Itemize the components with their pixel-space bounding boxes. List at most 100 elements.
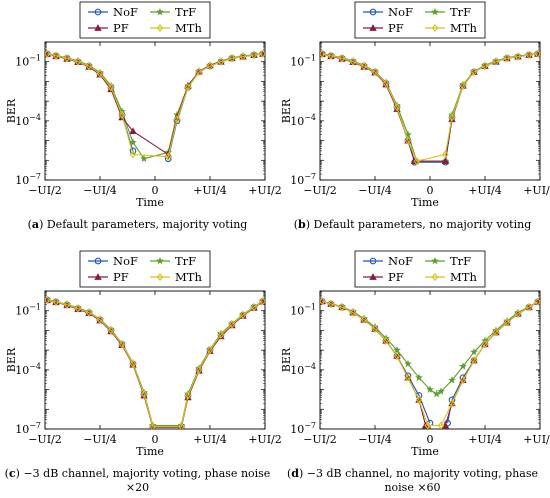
legend-box	[354, 250, 486, 288]
y-tick-label: 10−1	[290, 54, 316, 69]
legend-label: PF	[113, 270, 129, 284]
data-point-mth	[525, 303, 533, 312]
data-point-mth	[74, 304, 82, 313]
legend-label: TrF	[175, 5, 196, 19]
data-point-mth	[349, 308, 357, 317]
legend-label: TrF	[450, 5, 471, 19]
x-tick-label: +UI/4	[468, 433, 502, 446]
data-point-mth	[514, 309, 522, 318]
caption-d: (d) −3 dB channel, no majority voting, p…	[287, 467, 538, 494]
y-axis-label: BER	[280, 98, 293, 123]
series-line-nof	[322, 53, 538, 163]
legend-marker	[94, 8, 102, 16]
ber-chart-c: −UI/2 −UI/4 0 +UI/4 +UI/2 10−7 10−4 10−1 Time BER…	[5, 250, 282, 458]
chart-panel-d: −UI/2 −UI/4 0 +UI/4 +UI/2 10−7 10−4 10−1 Time BER…	[275, 249, 550, 498]
data-point-mth	[85, 308, 93, 317]
x-tick-label: +UI/2	[248, 184, 282, 197]
chart-panel-b: −UI/2 −UI/4 0 +UI/4 +UI/2 10−7 10−4 10−1 Time BER…	[275, 0, 550, 249]
legend-marker	[156, 256, 164, 265]
y-tick-label: 10−4	[15, 113, 41, 128]
legend-marker	[156, 7, 164, 16]
legend-label: MTh	[175, 270, 202, 284]
legend-marker	[369, 8, 377, 16]
data-point-mth	[360, 62, 368, 71]
series-line-trf	[47, 52, 263, 160]
data-point-mth	[320, 49, 326, 58]
data-point-mth	[178, 422, 185, 429]
data-point-mth	[129, 150, 137, 159]
data-point-mth	[195, 365, 203, 374]
legend-label: MTh	[175, 21, 202, 35]
x-tick-label: 0	[427, 433, 434, 446]
x-tick-label: +UI/4	[193, 433, 227, 446]
series-layer	[45, 295, 265, 429]
chart-panel-c: −UI/2 −UI/4 0 +UI/4 +UI/2 10−7 10−4 10−1 Time BER…	[0, 249, 282, 498]
y-tick-label: 10−4	[15, 362, 41, 377]
data-point-mth	[481, 340, 489, 349]
data-point-trf	[393, 345, 401, 354]
data-point-trf	[459, 362, 467, 370]
x-axis-label: Time	[411, 445, 439, 458]
ber-chart-d: −UI/2 −UI/4 0 +UI/4 +UI/2 10−7 10−4 10−1 Time BER…	[280, 250, 550, 458]
data-point-mth	[149, 422, 157, 429]
series-line-pf	[322, 53, 538, 162]
data-point-mth	[413, 157, 421, 166]
legend-marker	[369, 273, 377, 280]
data-point-mth	[415, 395, 423, 404]
series-line-nof	[322, 300, 431, 424]
data-point-mth	[424, 421, 432, 429]
data-point-mth	[492, 328, 500, 337]
data-point-trf	[140, 154, 148, 163]
y-tick-label: 10−7	[15, 421, 41, 436]
data-point-mth	[52, 297, 60, 306]
data-point-pf	[441, 157, 450, 165]
series-line-trf	[322, 300, 539, 395]
x-tick-label: +UI/4	[193, 184, 227, 197]
data-point-mth	[52, 51, 60, 60]
y-tick-label: 10−1	[290, 303, 316, 318]
data-point-mth	[442, 150, 449, 159]
data-point-mth	[140, 389, 148, 399]
data-point-mth	[481, 62, 489, 71]
series-layer	[45, 49, 265, 163]
series-line-nof	[167, 53, 263, 159]
data-point-mth	[228, 320, 236, 329]
data-point-mth	[338, 303, 346, 312]
series-line-nof	[47, 299, 264, 428]
legend-marker	[431, 7, 439, 16]
y-tick-label: 10−7	[290, 172, 316, 187]
data-point-mth	[371, 67, 379, 77]
data-point-mth	[259, 49, 265, 58]
data-point-mth	[259, 297, 265, 306]
x-tick-label: +UI/2	[248, 433, 282, 446]
data-point-mth	[184, 391, 192, 400]
data-point-mth	[349, 57, 357, 66]
data-point-mth	[96, 69, 104, 78]
ber-chart-b: −UI/2 −UI/4 0 +UI/4 +UI/2 10−7 10−4 10−1 Time BER…	[280, 1, 550, 209]
data-point-mth	[514, 52, 522, 61]
data-point-mth	[448, 113, 456, 122]
data-point-mth	[107, 83, 115, 92]
data-point-mth	[228, 54, 236, 63]
legend-marker	[156, 23, 164, 33]
chart-panel-a: −UI/2 −UI/4 0 +UI/4 +UI/2 10−7 10−4 10−1 Time BER…	[0, 0, 282, 249]
legend-marker	[94, 24, 102, 31]
data-point-mth	[503, 318, 511, 327]
x-tick-label: −UI/2	[303, 433, 337, 446]
y-tick-label: 10−1	[15, 303, 41, 318]
data-point-mth	[184, 83, 192, 92]
legend-label: NoF	[113, 254, 138, 268]
data-point-mth	[217, 330, 225, 339]
x-tick-label: 0	[152, 433, 159, 446]
data-point-trf	[437, 387, 445, 395]
data-point-mth	[250, 50, 258, 60]
x-tick-label: +UI/2	[523, 184, 550, 197]
data-point-mth	[404, 373, 412, 382]
data-point-mth	[164, 152, 172, 161]
y-tick-label: 10−1	[15, 54, 41, 69]
series-line-pf	[47, 53, 263, 156]
data-point-mth	[371, 324, 379, 333]
legend-marker	[369, 257, 377, 265]
x-tick-label: −UI/4	[83, 184, 117, 197]
data-point-mth	[448, 399, 456, 408]
